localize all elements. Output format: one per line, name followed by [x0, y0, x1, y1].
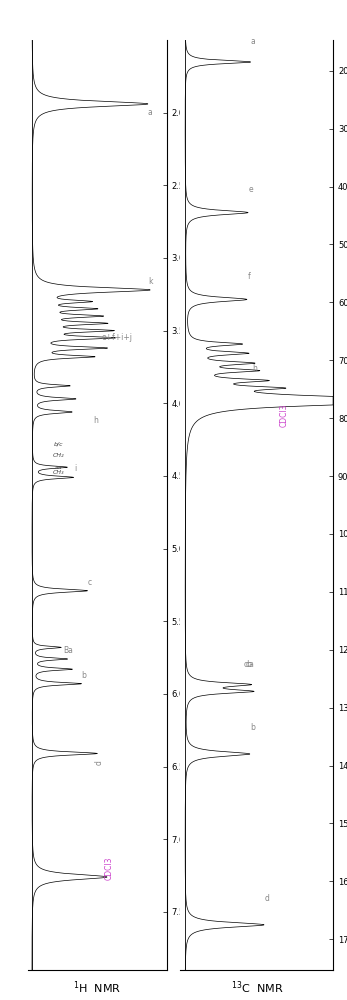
Text: f: f — [247, 272, 250, 281]
Text: b: b — [81, 671, 86, 680]
Text: k: k — [148, 277, 152, 286]
Text: b/c

CH₂

aa
CH₃: b/c CH₂ aa CH₃ — [52, 441, 64, 475]
Text: d: d — [264, 894, 269, 903]
Text: e: e — [248, 185, 253, 194]
Text: d: d — [95, 760, 104, 765]
Text: a: a — [148, 108, 153, 117]
Text: e+f+i+j: e+f+i+j — [102, 333, 133, 342]
Y-axis label: f1 (ppm): f1 (ppm) — [189, 485, 198, 525]
Text: b: b — [250, 723, 255, 732]
Text: h: h — [253, 364, 257, 373]
Text: $^{1}$H  NMR: $^{1}$H NMR — [73, 979, 121, 996]
Text: i: i — [74, 464, 76, 473]
Text: Ba: Ba — [64, 646, 74, 655]
Text: ca: ca — [246, 660, 255, 669]
Text: CDCl3: CDCl3 — [280, 403, 289, 427]
Text: $^{13}$C  NMR: $^{13}$C NMR — [230, 979, 283, 996]
Text: CDCl3: CDCl3 — [105, 857, 114, 880]
Text: a: a — [251, 37, 255, 46]
Text: c: c — [88, 578, 92, 587]
Text: h: h — [93, 416, 98, 425]
Text: cb: cb — [243, 660, 252, 669]
